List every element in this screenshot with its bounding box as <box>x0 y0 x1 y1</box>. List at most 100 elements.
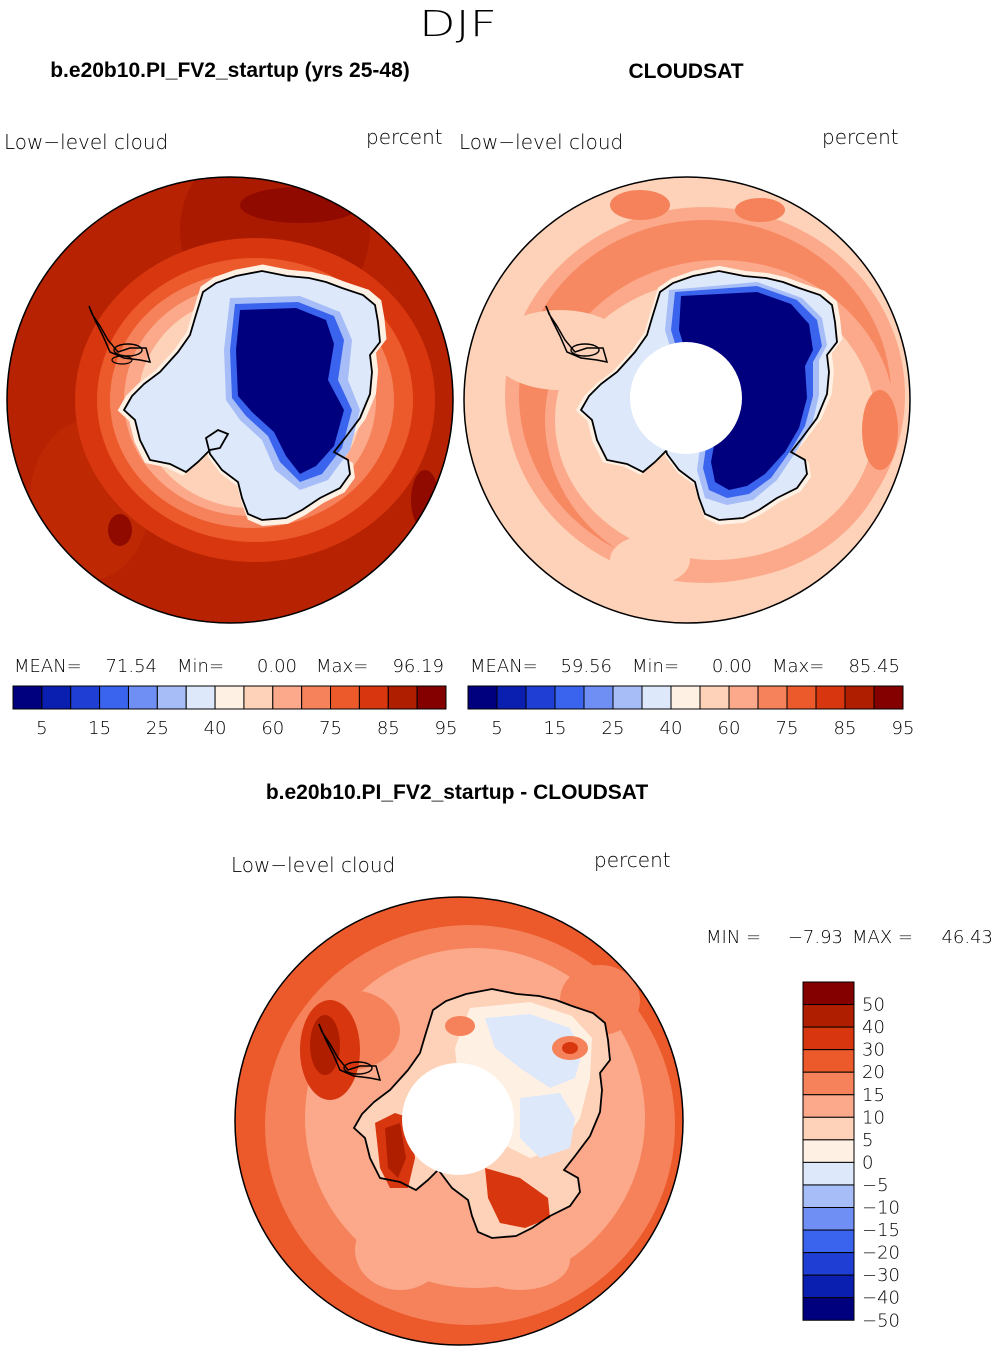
colorbar-swatch <box>70 685 101 710</box>
colorbar-swatch <box>815 685 846 710</box>
colorbar-tick-label: 60 <box>261 718 284 739</box>
colorbar-tick-label: 50 <box>862 995 885 1016</box>
colorbar-tick-label: −30 <box>862 1265 900 1286</box>
colorbar-tick-label: 25 <box>146 718 169 739</box>
colorbar-swatch <box>243 685 274 710</box>
colorbar-swatch <box>802 1049 855 1073</box>
max-label: Max= <box>316 656 368 677</box>
colorbar-tick-label: 85 <box>834 718 857 739</box>
colorbar-tick-label: 15 <box>544 718 567 739</box>
colorbar-swatch <box>301 685 332 710</box>
min-label: MIN = <box>706 927 761 948</box>
colorbar-swatch <box>127 685 158 710</box>
colorbar-tick-label: −15 <box>862 1220 900 1241</box>
min-value: 0.00 <box>257 656 297 677</box>
colorbar-tick-label: 85 <box>377 718 400 739</box>
panel-title: b.e20b10.PI_FV2_startup - CLOUDSAT <box>266 781 649 804</box>
colorbar-tick-label: −5 <box>862 1175 889 1196</box>
colorbar-swatch <box>156 685 187 710</box>
variable-label: Low−level cloud <box>459 130 623 154</box>
units-label: percent <box>366 125 443 149</box>
max-value: 96.19 <box>392 656 444 677</box>
polar-map <box>464 177 910 623</box>
colorbar-swatch <box>612 685 643 710</box>
colorbar-swatch <box>12 685 43 710</box>
colorbar-swatch <box>802 1207 855 1231</box>
max-label: MAX = <box>852 927 913 948</box>
colorbar-swatch <box>214 685 245 710</box>
colorbar-tick-label: 40 <box>660 718 683 739</box>
colorbar-tick-label: −10 <box>862 1198 900 1219</box>
colorbar-swatch <box>272 685 303 710</box>
colorbar-swatch <box>699 685 730 710</box>
colorbar-swatch <box>873 685 904 710</box>
colorbar-swatch <box>387 685 418 710</box>
season-title: DJF <box>419 4 497 45</box>
colorbar-tick-label: 75 <box>776 718 799 739</box>
colorbar-tick-label: −50 <box>862 1310 900 1331</box>
colorbar-swatch <box>670 685 701 710</box>
colorbar-swatch <box>802 1252 855 1276</box>
panel-title: CLOUDSAT <box>628 60 743 83</box>
colorbar-swatch <box>728 685 759 710</box>
colorbar-swatch <box>99 685 129 710</box>
mean-label: MEAN= <box>470 656 538 677</box>
colorbar-swatch <box>802 981 855 1006</box>
colorbar-swatch <box>330 685 360 710</box>
panel-title: b.e20b10.PI_FV2_startup (yrs 25-48) <box>50 59 410 82</box>
colorbar-tick-label: 25 <box>602 718 625 739</box>
panel-model: b.e20b10.PI_FV2_startup (yrs 25-48) Low−… <box>4 59 457 739</box>
colorbar-swatch <box>802 1094 855 1118</box>
panel-cloudsat: CLOUDSAT Low−level cloud percent <box>459 60 914 739</box>
colorbar-swatch <box>641 685 672 710</box>
colorbar-swatch <box>583 685 614 710</box>
min-value: −7.93 <box>788 927 843 948</box>
variable-label: Low−level cloud <box>231 853 395 877</box>
colorbar-swatch <box>786 685 817 710</box>
min-label: Min= <box>632 656 679 677</box>
colorbar-tick-label: 40 <box>862 1017 885 1038</box>
colorbar-swatch <box>802 1071 855 1096</box>
colorbar: 5 15 25 40 60 75 85 95 <box>467 685 915 739</box>
colorbar-tick-label: 5 <box>36 718 47 739</box>
colorbar-tick-label: 95 <box>892 718 915 739</box>
colorbar-tick-label: 15 <box>862 1085 885 1106</box>
max-value: 46.43 <box>941 927 993 948</box>
max-label: Max= <box>772 656 824 677</box>
colorbar-tick-label: 5 <box>862 1130 873 1151</box>
colorbar-swatch <box>844 685 875 710</box>
colorbar-swatch <box>802 1184 855 1208</box>
panel-difference: b.e20b10.PI_FV2_startup - CLOUDSAT Low−l… <box>231 781 993 1346</box>
colorbar-swatch <box>802 1274 855 1299</box>
colorbar-swatch <box>802 1139 855 1163</box>
units-label: percent <box>822 125 899 149</box>
colorbar-tick-label: 15 <box>88 718 111 739</box>
polar-map <box>235 897 683 1345</box>
min-value: 0.00 <box>712 656 752 677</box>
colorbar-swatch <box>802 1116 855 1141</box>
mean-value: 59.56 <box>560 656 612 677</box>
colorbar-swatch <box>554 685 585 710</box>
colorbar-tick-label: 5 <box>491 718 502 739</box>
colorbar-tick-label: −40 <box>862 1288 900 1309</box>
colorbar-tick-label: 30 <box>862 1040 885 1061</box>
colorbar-tick-label: 10 <box>862 1107 885 1128</box>
mean-label: MEAN= <box>14 656 82 677</box>
colorbar-swatch <box>802 1161 855 1186</box>
min-label: Min= <box>177 656 224 677</box>
colorbar-tick-label: 75 <box>319 718 342 739</box>
colorbar-tick-label: 60 <box>718 718 741 739</box>
colorbar-swatch <box>757 685 788 710</box>
variable-label: Low−level cloud <box>4 130 168 154</box>
colorbar-tick-label: 0 <box>862 1152 873 1173</box>
colorbar-tick-label: 20 <box>862 1062 885 1083</box>
colorbar-swatch <box>802 1026 855 1051</box>
mean-value: 71.54 <box>105 656 157 677</box>
colorbar-swatch <box>41 685 72 710</box>
colorbar-tick-label: −20 <box>862 1243 900 1264</box>
polar-map <box>7 177 453 623</box>
colorbar-swatch <box>802 1004 855 1028</box>
colorbar: 5 15 25 40 60 75 85 95 <box>12 685 457 739</box>
max-value: 85.45 <box>848 656 900 677</box>
